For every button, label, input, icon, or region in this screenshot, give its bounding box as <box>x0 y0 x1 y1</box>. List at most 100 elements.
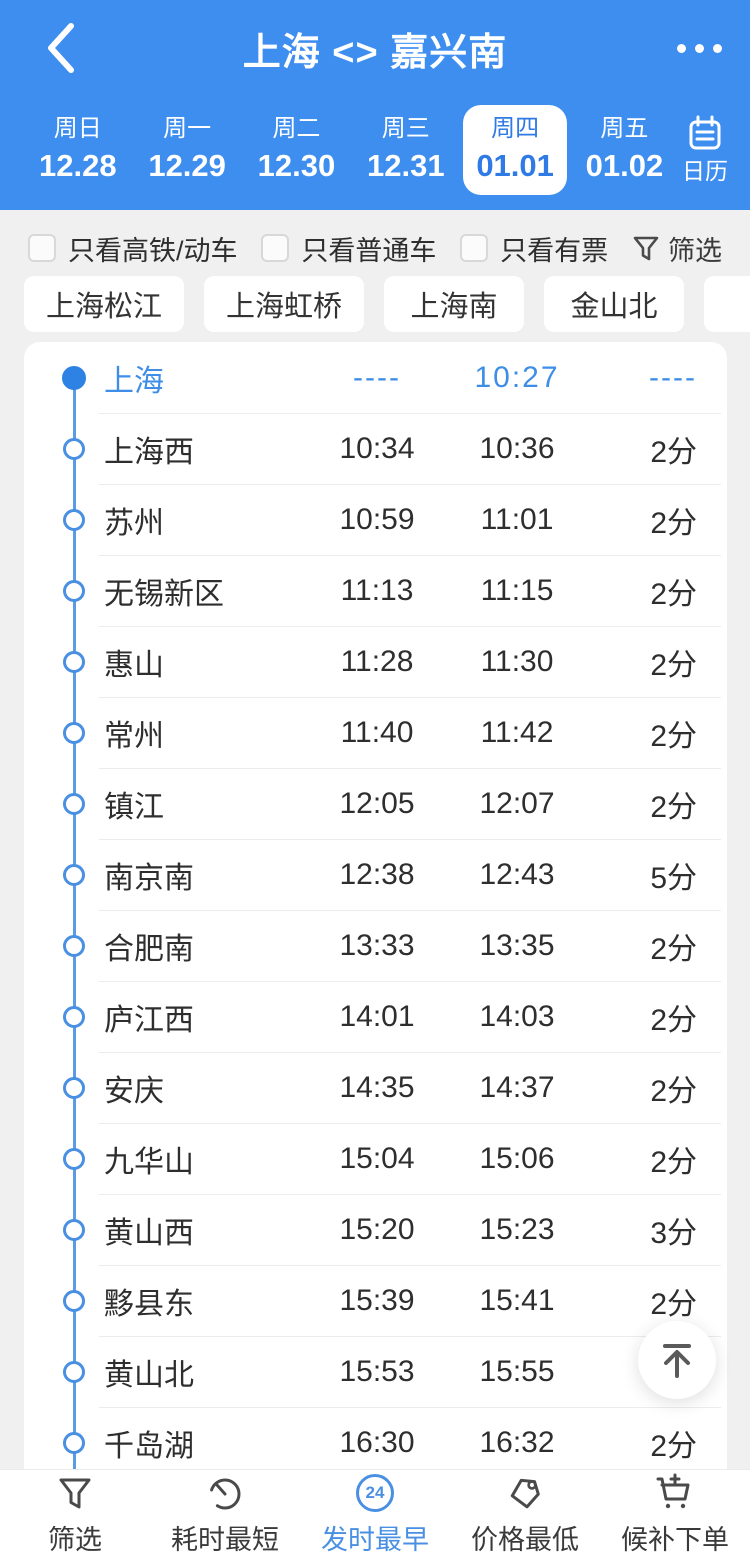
cart-plus-icon <box>654 1472 696 1514</box>
checkbox-highspeed[interactable]: 只看高铁/动车 <box>28 229 238 268</box>
arrival-time: 13:33 <box>339 928 415 962</box>
station-name: 上海 <box>104 364 164 398</box>
arrival-time: 12:38 <box>339 857 415 891</box>
station-name: 千岛湖 <box>104 1429 194 1463</box>
stop-duration: 2分 <box>650 577 697 611</box>
timeline-dot-icon <box>63 437 85 460</box>
arrival-time: 11:13 <box>340 573 414 607</box>
date-cell-thu-selected[interactable]: 周四 01.01 <box>463 105 567 195</box>
timeline-dot-icon <box>63 1360 85 1383</box>
stop-duration: 2分 <box>650 1287 697 1321</box>
timeline-dot-icon <box>63 508 85 531</box>
date-selector: 周日 12.28 周一 12.29 周二 12.30 周三 12.31 周四 0… <box>0 96 750 204</box>
arrival-time: 12:05 <box>339 786 415 820</box>
timeline-dot-icon <box>63 1005 85 1028</box>
nav-waitlist-order[interactable]: 候补下单 <box>600 1470 750 1559</box>
stop-duration: 2分 <box>650 506 697 540</box>
departure-time: 11:01 <box>480 502 554 536</box>
station-row: 千岛湖 16:30 16:32 2分 <box>24 1407 727 1478</box>
checkbox-icon <box>261 234 290 262</box>
timeline-dot-icon <box>63 1218 85 1241</box>
stop-timeline-card: 上海 ---- 10:27 ---- 上海西 10:34 10:36 2分 苏州… <box>24 342 727 1559</box>
timeline-dot-icon <box>62 365 86 390</box>
station-name: 无锡新区 <box>104 577 224 611</box>
station-name: 合肥南 <box>104 932 194 966</box>
ellipsis-icon <box>677 43 686 53</box>
stop-duration: 2分 <box>650 435 697 469</box>
back-to-top-button[interactable] <box>638 1321 716 1399</box>
title-bar: 上海 <> 嘉兴南 <box>0 0 750 96</box>
checkbox-icon <box>28 234 56 262</box>
clock-24-icon: 24 <box>356 1472 394 1514</box>
funnel-icon <box>56 1472 94 1514</box>
departure-time: 15:06 <box>479 1141 555 1175</box>
timeline-dot-icon <box>63 934 85 957</box>
stop-duration: 2分 <box>650 1145 697 1179</box>
arrival-time: 14:01 <box>339 999 415 1033</box>
stop-list: 上海 ---- 10:27 ---- 上海西 10:34 10:36 2分 苏州… <box>24 342 727 1478</box>
arrival-time: 11:28 <box>340 644 414 678</box>
station-row: 九华山 15:04 15:06 2分 <box>24 1123 727 1194</box>
arrival-time: 15:20 <box>339 1212 415 1246</box>
departure-time: 10:27 <box>474 360 560 394</box>
station-chip-partial[interactable] <box>704 276 750 332</box>
station-row: 无锡新区 11:13 11:15 2分 <box>24 555 727 626</box>
nav-lowest-price[interactable]: 价格最低 <box>450 1470 600 1559</box>
nav-earliest-departure[interactable]: 24 发时最早 <box>300 1470 450 1559</box>
chevron-left-icon <box>43 22 77 74</box>
date-cell-fri[interactable]: 周五 01.02 <box>585 115 664 184</box>
stop-duration: 2分 <box>650 1003 697 1037</box>
checkbox-ordinary[interactable]: 只看普通车 <box>261 229 436 268</box>
departure-time: 12:07 <box>479 786 555 820</box>
station-row: 常州 11:40 11:42 2分 <box>24 697 727 768</box>
calendar-icon <box>685 114 725 154</box>
station-name: 安庆 <box>104 1074 164 1108</box>
quick-filters: 只看高铁/动车 只看普通车 只看有票 筛选 <box>0 216 750 280</box>
nav-shortest-time[interactable]: 耗时最短 <box>150 1470 300 1559</box>
stop-duration: 2分 <box>650 1074 697 1108</box>
station-chip-shanghainan[interactable]: 上海南 <box>384 276 524 332</box>
filter-button[interactable]: 筛选 <box>632 229 722 268</box>
station-name: 上海西 <box>104 435 194 469</box>
date-cell-sun[interactable]: 周日 12.28 <box>39 115 117 184</box>
station-chip-hongqiao[interactable]: 上海虹桥 <box>204 276 364 332</box>
stop-duration: ---- <box>649 360 697 394</box>
station-name: 镇江 <box>104 790 164 824</box>
arrival-time: ---- <box>353 360 401 394</box>
arrival-time: 14:35 <box>339 1070 415 1104</box>
departure-time: 12:43 <box>479 857 555 891</box>
timeline-dot-icon <box>63 1147 85 1170</box>
timeline-line <box>73 380 76 1477</box>
timeline-dot-icon <box>63 579 85 602</box>
station-chip-jinshanbei[interactable]: 金山北 <box>544 276 684 332</box>
stop-duration: 2分 <box>650 790 697 824</box>
station-name: 惠山 <box>104 648 164 682</box>
arrival-time: 16:30 <box>339 1425 415 1459</box>
arrival-time: 15:04 <box>339 1141 415 1175</box>
station-row: 黄山北 15:53 15:55 <box>24 1336 727 1407</box>
departure-time: 14:03 <box>479 999 555 1033</box>
departure-time: 15:41 <box>479 1283 555 1317</box>
departure-time: 15:23 <box>479 1212 555 1246</box>
checkbox-available[interactable]: 只看有票 <box>460 229 608 268</box>
departure-time: 14:37 <box>479 1070 555 1104</box>
nav-filter[interactable]: 筛选 <box>0 1470 150 1559</box>
calendar-button[interactable]: 日历 <box>682 114 728 186</box>
date-cell-wed[interactable]: 周三 12.31 <box>366 115 445 184</box>
timeline-dot-icon <box>63 1076 85 1099</box>
date-cell-mon[interactable]: 周一 12.29 <box>148 115 226 184</box>
header: 上海 <> 嘉兴南 周日 12.28 周一 12.29 周二 12.30 周三 … <box>0 0 750 210</box>
price-tag-icon <box>505 1472 545 1514</box>
bottom-nav: 筛选 耗时最短 24 发时最早 价格最低 <box>0 1469 750 1559</box>
date-cell-tue[interactable]: 周二 12.30 <box>257 115 336 184</box>
station-row: 苏州 10:59 11:01 2分 <box>24 484 727 555</box>
timeline-dot-icon <box>63 650 85 673</box>
station-chip-songjiang[interactable]: 上海松江 <box>24 276 184 332</box>
more-button[interactable] <box>677 26 722 70</box>
arrival-time: 15:53 <box>339 1354 415 1388</box>
back-button[interactable] <box>30 18 90 78</box>
station-row: 黟县东 15:39 15:41 2分 <box>24 1265 727 1336</box>
departure-time: 11:30 <box>480 644 554 678</box>
station-row: 南京南 12:38 12:43 5分 <box>24 839 727 910</box>
